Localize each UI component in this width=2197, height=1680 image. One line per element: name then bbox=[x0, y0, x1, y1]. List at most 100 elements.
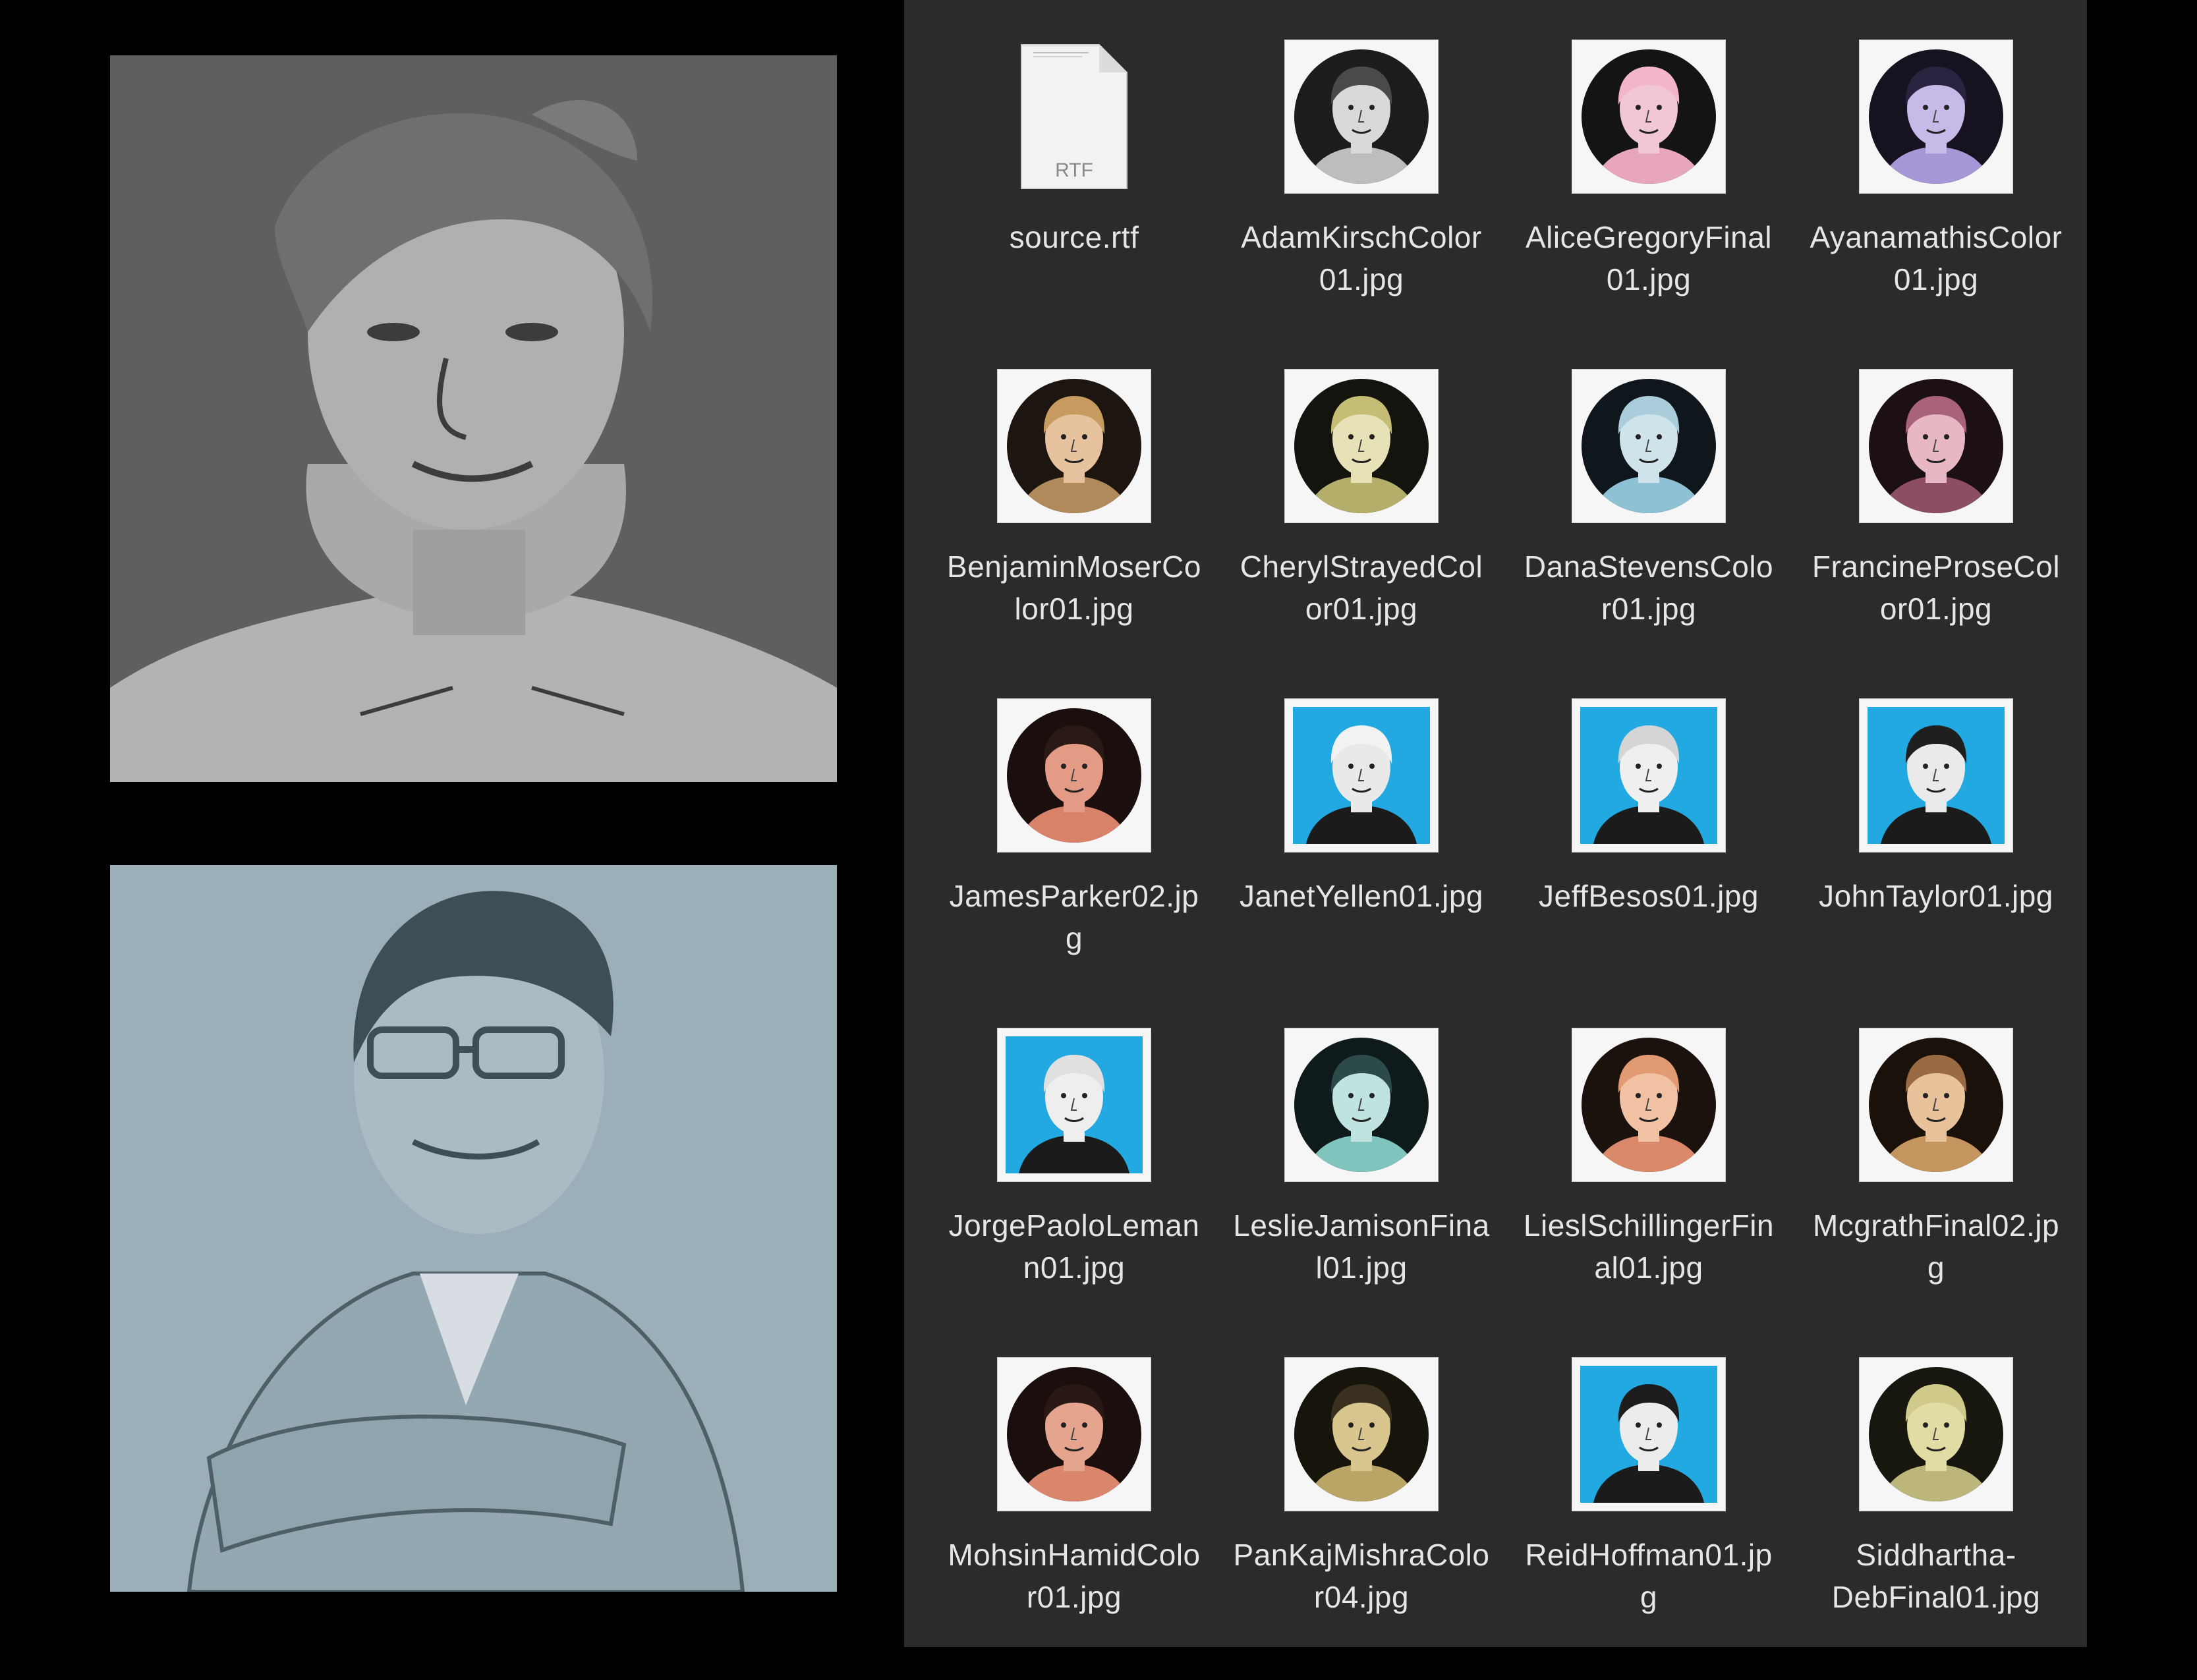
file-name-line: g bbox=[1927, 1250, 1945, 1285]
rtf-badge-label: RTF bbox=[1055, 159, 1093, 181]
portrait-thumbnail-image bbox=[1580, 707, 1717, 844]
file-name-label: MohsinHamidColo r01.jpg bbox=[937, 1534, 1211, 1618]
portrait-thumbnail-image bbox=[1868, 707, 2005, 844]
file-name-label: JohnTaylor01.jpg bbox=[1799, 875, 2073, 917]
file-name-label: JanetYellen01.jpg bbox=[1224, 875, 1498, 917]
file-grid: RTF source.rtf AdamKirschColor 01.jpg AliceG… bbox=[930, 33, 2080, 1680]
file-item[interactable]: MohsinHamidColo r01.jpg bbox=[930, 1351, 1218, 1680]
portrait-thumbnail-image bbox=[1580, 1036, 1717, 1173]
portrait-thumbnail-image bbox=[1580, 1366, 1717, 1503]
file-name-label: LeslieJamisonFina l01.jpg bbox=[1224, 1204, 1498, 1289]
file-name-line: DanaStevensColo bbox=[1524, 549, 1774, 584]
file-name-line: FrancineProseCol bbox=[1812, 549, 2061, 584]
file-name-line: CherylStrayedCol bbox=[1240, 549, 1483, 584]
image-thumbnail[interactable] bbox=[1284, 1028, 1439, 1182]
image-thumbnail[interactable] bbox=[997, 1357, 1151, 1511]
image-thumbnail[interactable] bbox=[1572, 369, 1726, 523]
file-icon[interactable]: RTF bbox=[997, 40, 1151, 194]
file-item[interactable]: CherylStrayedCol or01.jpg bbox=[1218, 362, 1505, 692]
image-thumbnail[interactable] bbox=[1572, 1028, 1726, 1182]
file-name-line: DebFinal01.jpg bbox=[1831, 1580, 2041, 1614]
file-name-label: LieslSchillingerFin al01.jpg bbox=[1512, 1204, 1786, 1289]
file-item[interactable]: AliceGregoryFinal 01.jpg bbox=[1505, 33, 1792, 362]
file-name-line: lor01.jpg bbox=[1014, 592, 1134, 626]
image-thumbnail[interactable] bbox=[1284, 40, 1439, 194]
file-name-line: n01.jpg bbox=[1023, 1250, 1126, 1285]
file-item[interactable]: JamesParker02.jp g bbox=[930, 692, 1218, 1021]
file-item[interactable]: McgrathFinal02.jp g bbox=[1792, 1021, 2080, 1351]
rtf-document-icon: RTF bbox=[1021, 44, 1127, 189]
file-name-line: 01.jpg bbox=[1893, 262, 1979, 296]
file-name-line: r01.jpg bbox=[1601, 592, 1697, 626]
file-name-line: al01.jpg bbox=[1594, 1250, 1703, 1285]
file-item[interactable]: JanetYellen01.jpg bbox=[1218, 692, 1505, 1021]
portrait-thumbnail-image bbox=[1580, 48, 1717, 185]
portrait-thumbnail-image bbox=[1868, 1366, 2005, 1503]
file-name-label: PanKajMishraColo r04.jpg bbox=[1224, 1534, 1498, 1618]
file-item[interactable]: FrancineProseCol or01.jpg bbox=[1792, 362, 2080, 692]
image-thumbnail[interactable] bbox=[997, 698, 1151, 853]
image-thumbnail[interactable] bbox=[1859, 1357, 2013, 1511]
file-name-line: Siddhartha- bbox=[1856, 1538, 2016, 1572]
image-thumbnail[interactable] bbox=[1572, 698, 1726, 853]
file-item[interactable]: LieslSchillingerFin al01.jpg bbox=[1505, 1021, 1792, 1351]
file-name-line: 01.jpg bbox=[1319, 262, 1404, 296]
file-item[interactable]: AyanamathisColor 01.jpg bbox=[1792, 33, 2080, 362]
file-name-line: JorgePaoloLeman bbox=[948, 1208, 1200, 1243]
file-name-line: MohsinHamidColo bbox=[948, 1538, 1201, 1572]
file-item[interactable]: DanaStevensColo r01.jpg bbox=[1505, 362, 1792, 692]
file-name-label: JorgePaoloLeman n01.jpg bbox=[937, 1204, 1211, 1289]
file-name-line: g bbox=[1065, 921, 1083, 955]
file-item[interactable]: BenjaminMoserCo lor01.jpg bbox=[930, 362, 1218, 692]
portrait-thumbnail-image bbox=[1006, 1036, 1143, 1173]
image-thumbnail[interactable] bbox=[1284, 369, 1439, 523]
finder-icon-view: RTF source.rtf AdamKirschColor 01.jpg AliceG… bbox=[904, 0, 2087, 1647]
image-thumbnail[interactable] bbox=[997, 1028, 1151, 1182]
woman-portrait-illustration bbox=[110, 55, 837, 782]
file-name-line: AdamKirschColor bbox=[1241, 220, 1482, 254]
file-name-label: AdamKirschColor 01.jpg bbox=[1224, 216, 1498, 300]
portrait-thumbnail-image bbox=[1006, 1366, 1143, 1503]
man-portrait-illustration bbox=[110, 865, 837, 1592]
image-thumbnail[interactable] bbox=[1284, 698, 1439, 853]
portrait-thumbnail-image bbox=[1868, 378, 2005, 515]
file-item[interactable]: JorgePaoloLeman n01.jpg bbox=[930, 1021, 1218, 1351]
file-name-label: source.rtf bbox=[937, 216, 1211, 258]
file-item[interactable]: AdamKirschColor 01.jpg bbox=[1218, 33, 1505, 362]
file-item[interactable]: LeslieJamisonFina l01.jpg bbox=[1218, 1021, 1505, 1351]
portrait-thumbnail-image bbox=[1293, 48, 1430, 185]
image-thumbnail[interactable] bbox=[997, 369, 1151, 523]
image-thumbnail[interactable] bbox=[1572, 40, 1726, 194]
file-item[interactable]: Siddhartha- DebFinal01.jpg bbox=[1792, 1351, 2080, 1680]
file-name-label: JeffBesos01.jpg bbox=[1512, 875, 1786, 917]
file-name-line: BenjaminMoserCo bbox=[947, 549, 1201, 584]
image-thumbnail[interactable] bbox=[1859, 369, 2013, 523]
portrait-thumbnail-image bbox=[1006, 378, 1143, 515]
file-name-label: AyanamathisColor 01.jpg bbox=[1799, 216, 2073, 300]
file-name-label: ReidHoffman01.jp g bbox=[1512, 1534, 1786, 1618]
grayscale-portrait-preview bbox=[110, 55, 837, 782]
file-item[interactable]: PanKajMishraColo r04.jpg bbox=[1218, 1351, 1505, 1680]
file-name-line: 01.jpg bbox=[1606, 262, 1692, 296]
image-thumbnail[interactable] bbox=[1859, 40, 2013, 194]
file-item[interactable]: JeffBesos01.jpg bbox=[1505, 692, 1792, 1021]
image-thumbnail[interactable] bbox=[1859, 1028, 2013, 1182]
file-name-label: McgrathFinal02.jp g bbox=[1799, 1204, 2073, 1289]
portrait-thumbnail-image bbox=[1006, 707, 1143, 844]
file-name-line: g bbox=[1640, 1580, 1658, 1614]
image-thumbnail[interactable] bbox=[1859, 698, 2013, 853]
file-item[interactable]: JohnTaylor01.jpg bbox=[1792, 692, 2080, 1021]
image-thumbnail[interactable] bbox=[1284, 1357, 1439, 1511]
file-name-line: or01.jpg bbox=[1305, 592, 1418, 626]
portrait-thumbnail-image bbox=[1293, 707, 1430, 844]
file-name-line: JanetYellen01.jpg bbox=[1239, 879, 1483, 913]
file-item[interactable]: ReidHoffman01.jp g bbox=[1505, 1351, 1792, 1680]
portrait-thumbnail-image bbox=[1293, 1036, 1430, 1173]
file-item[interactable]: RTF source.rtf bbox=[930, 33, 1218, 362]
image-thumbnail[interactable] bbox=[1572, 1357, 1726, 1511]
file-name-line: AyanamathisColor bbox=[1810, 220, 2063, 254]
file-name-label: BenjaminMoserCo lor01.jpg bbox=[937, 546, 1211, 630]
file-name-label: JamesParker02.jp g bbox=[937, 875, 1211, 959]
file-name-line: JamesParker02.jp bbox=[949, 879, 1199, 913]
file-name-line: ReidHoffman01.jp bbox=[1525, 1538, 1773, 1572]
